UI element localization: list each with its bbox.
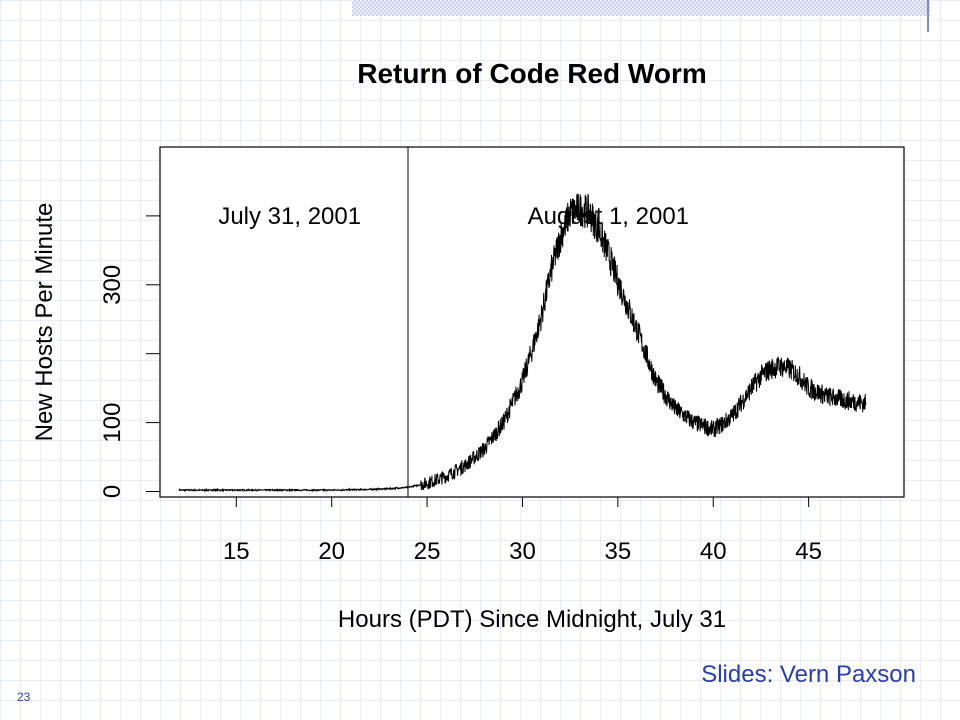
new-hosts-series-line bbox=[178, 193, 867, 493]
y-tick-label: 300 bbox=[99, 265, 126, 305]
top-decor-rule bbox=[927, 0, 929, 32]
x-axis-label: Hours (PDT) Since Midnight, July 31 bbox=[338, 606, 726, 633]
x-tick-label: 40 bbox=[700, 538, 727, 565]
x-tick-label: 20 bbox=[318, 538, 345, 565]
x-tick-label: 35 bbox=[604, 538, 631, 565]
top-decor-band bbox=[352, 0, 930, 16]
x-tick-label: 45 bbox=[795, 538, 822, 565]
chart-title: Return of Code Red Worm bbox=[357, 58, 707, 89]
annotations: July 31, 2001 August 1, 2001 bbox=[218, 203, 689, 230]
y-tick-label: 0 bbox=[99, 485, 126, 498]
y-tick-label: 100 bbox=[99, 403, 126, 443]
date-annotation: July 31, 2001 bbox=[218, 203, 361, 230]
plot-frame bbox=[159, 146, 905, 498]
x-axis: 15 20 25 30 35 40 45 bbox=[223, 496, 822, 565]
x-tick-label: 15 bbox=[223, 538, 250, 565]
x-tick-label: 30 bbox=[509, 538, 536, 565]
y-axis: 0 100 300 bbox=[99, 215, 161, 498]
page-number: 23 bbox=[17, 690, 31, 704]
x-tick-label: 25 bbox=[414, 538, 441, 565]
y-axis-label: New Hosts Per Minute bbox=[31, 203, 58, 442]
slide-credit: Slides: Vern Paxson bbox=[701, 661, 916, 688]
date-annotation: August 1, 2001 bbox=[528, 203, 689, 230]
